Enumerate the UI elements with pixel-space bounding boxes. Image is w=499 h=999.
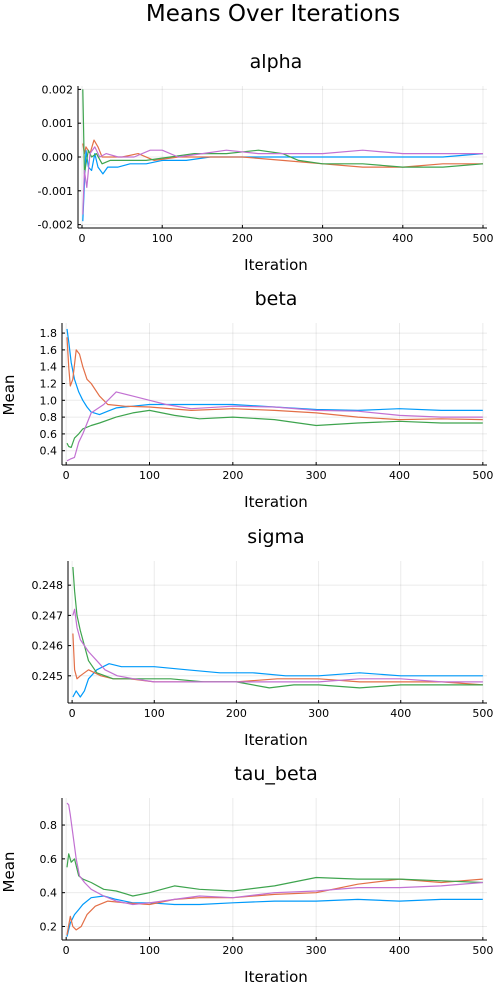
y-tick-label: 0.8: [40, 411, 58, 424]
x-tick-label: 200: [232, 232, 253, 245]
beta-grid: [62, 323, 487, 465]
alpha-series-line-2: [82, 139, 483, 168]
x-tick-label: 300: [312, 232, 333, 245]
alpha-x-axis-title: Iteration: [244, 256, 308, 274]
beta-y-axis-title: Mean: [0, 375, 18, 416]
sigma-panel-title: sigma: [247, 526, 304, 548]
y-tick-label: 0.2: [40, 920, 58, 933]
alpha-panel: alpha Iteration 0 100 200 300 400 500 -0.002 -0…: [38, 51, 494, 274]
y-tick-label: 0.245: [32, 670, 64, 683]
beta-series-line-4: [66, 391, 483, 462]
sigma-x-axis-title: Iteration: [244, 731, 308, 749]
sigma-series-line-2: [72, 633, 483, 686]
y-tick-label: 1.4: [40, 361, 58, 374]
x-tick-label: 100: [139, 469, 160, 482]
y-tick-label: 0.247: [32, 609, 64, 622]
x-tick-label: 500: [472, 232, 493, 245]
tau-beta-panel-title: tau_beta: [234, 763, 317, 785]
y-tick-label: 1.0: [40, 394, 58, 407]
x-tick-label: 300: [308, 707, 329, 720]
y-tick-label: 0.4: [40, 887, 58, 900]
sigma-series-line-1: [72, 663, 483, 698]
x-tick-label: 200: [226, 707, 247, 720]
x-tick-label: 0: [69, 707, 76, 720]
y-tick-label: 0.000: [42, 151, 74, 164]
x-tick-label: 500: [472, 707, 493, 720]
alpha-series-line-1: [82, 149, 484, 222]
y-tick-label: 0.8: [40, 819, 58, 832]
y-tick-label: 0.6: [40, 428, 58, 441]
tau-beta-series-line-4: [66, 802, 483, 906]
x-tick-label: 400: [390, 707, 411, 720]
x-tick-label: 400: [392, 232, 413, 245]
y-tick-label: 0.001: [42, 117, 74, 130]
tau-beta-series-line-1: [66, 895, 483, 937]
y-tick-label: 0.248: [32, 579, 64, 592]
x-tick-label: 100: [152, 232, 173, 245]
x-tick-label: 200: [222, 469, 243, 482]
sigma-panel: sigma Iteration 0 100 200 300 400 500 0.245 0.2…: [32, 526, 494, 749]
x-tick-label: 400: [389, 944, 410, 957]
y-tick-label: -0.002: [38, 219, 73, 232]
y-tick-label: 1.6: [40, 344, 58, 357]
x-tick-label: 300: [306, 469, 327, 482]
tau-beta-x-axis-title: Iteration: [244, 968, 308, 986]
x-tick-label: 500: [472, 944, 493, 957]
x-tick-label: 0: [79, 232, 86, 245]
x-tick-label: 0: [63, 944, 70, 957]
x-tick-label: 300: [306, 944, 327, 957]
tau-beta-series-line-3: [66, 853, 483, 897]
sigma-series-line-4: [72, 608, 483, 683]
x-tick-label: 500: [472, 469, 493, 482]
tau-beta-grid: [62, 798, 487, 940]
beta-panel: beta Iteration Mean 0 100 200 300 400 500 0.4 0…: [0, 288, 493, 511]
y-tick-label: 0.246: [32, 640, 64, 653]
y-tick-label: 1.2: [40, 377, 58, 390]
x-tick-label: 100: [139, 944, 160, 957]
tau-beta-panel: tau_beta Iteration Mean 0 100 200 300 400 500…: [0, 763, 493, 986]
beta-x-axis-title: Iteration: [244, 493, 308, 511]
alpha-series-line-4: [82, 146, 483, 215]
y-tick-label: -0.001: [38, 185, 73, 198]
x-tick-label: 100: [144, 707, 165, 720]
y-tick-label: 0.4: [40, 445, 58, 458]
alpha-panel-title: alpha: [250, 51, 303, 73]
x-tick-label: 0: [63, 469, 70, 482]
figure-title: Means Over Iterations: [146, 1, 400, 27]
beta-series-line-1: [66, 328, 483, 416]
y-tick-label: 0.6: [40, 853, 58, 866]
tau-beta-y-axis-title: Mean: [0, 852, 18, 893]
y-tick-label: 0.002: [42, 83, 74, 96]
beta-series-line-3: [66, 409, 483, 448]
beta-panel-title: beta: [255, 288, 298, 310]
alpha-series-line-3: [82, 89, 484, 175]
x-tick-label: 400: [389, 469, 410, 482]
beta-series-line-2: [66, 337, 483, 421]
y-tick-label: 1.8: [40, 327, 58, 340]
sigma-series-line-3: [72, 566, 483, 689]
x-tick-label: 200: [222, 944, 243, 957]
tau-beta-series-line-2: [66, 878, 483, 936]
